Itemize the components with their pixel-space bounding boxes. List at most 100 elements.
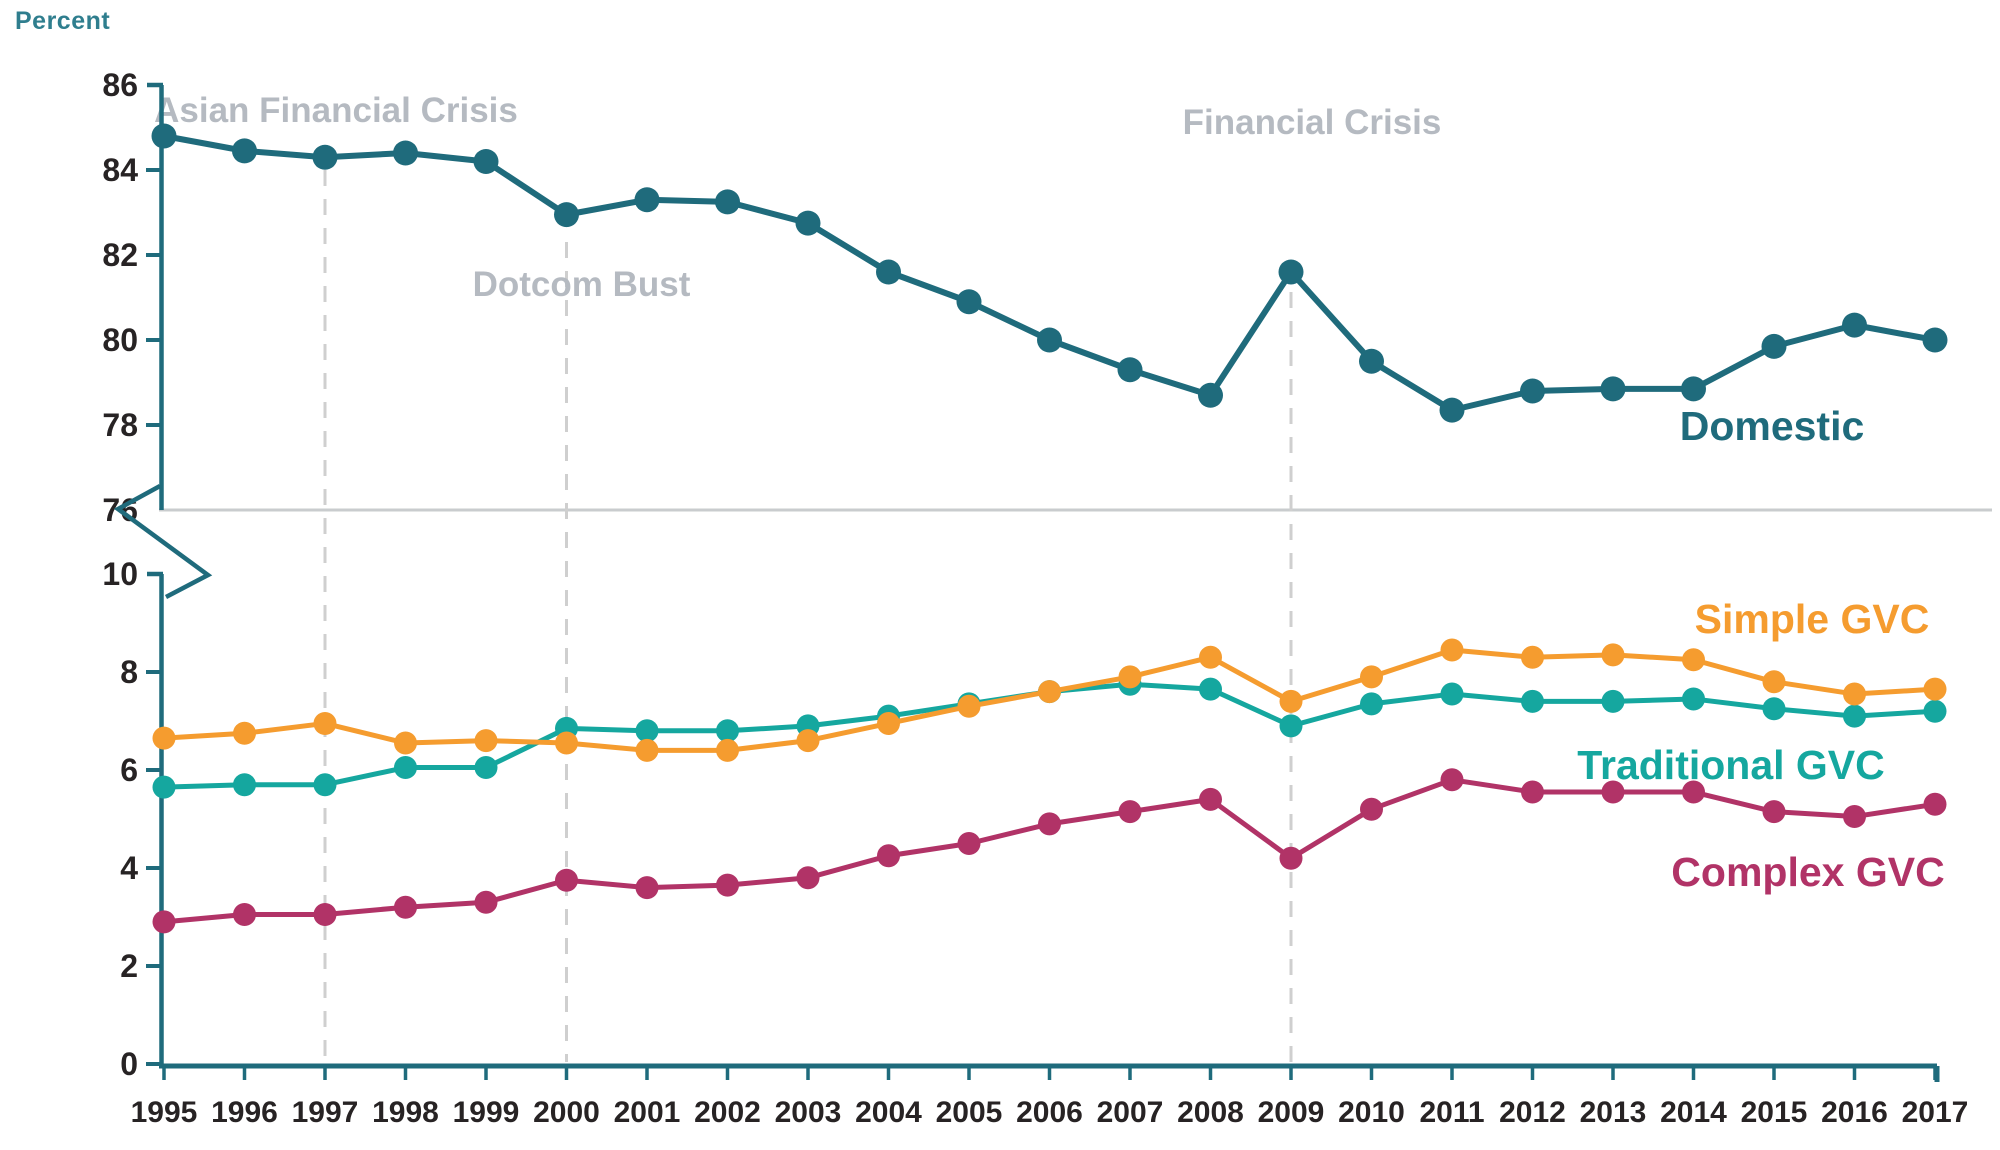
complex-gvc-point	[1762, 800, 1786, 824]
domestic-point	[393, 140, 418, 166]
domestic-line	[161, 133, 1938, 414]
traditional-gvc-point	[1440, 682, 1464, 706]
traditional-gvc-point	[1279, 714, 1303, 738]
x-tick-label: 2011	[1419, 1096, 1484, 1129]
domestic-point	[1761, 333, 1787, 359]
domestic-point	[1922, 327, 1948, 353]
complex-gvc-point	[1521, 780, 1544, 804]
complex-gvc-point	[555, 868, 578, 892]
traditional-gvc-point	[313, 773, 337, 797]
y-tick-label: 80	[102, 322, 138, 358]
domestic-point	[1681, 376, 1706, 402]
complex-gvc-point	[1601, 780, 1625, 804]
traditional-gvc-point	[474, 756, 498, 780]
annotation-asian-financial-crisis: Asian Financial Crisis	[154, 91, 518, 130]
complex-gvc-line	[161, 777, 1938, 925]
domestic-label: Domestic	[1680, 403, 1865, 449]
y-tick-label: 84	[102, 152, 138, 188]
domestic-point	[554, 202, 579, 228]
domestic-point	[956, 289, 982, 315]
simple-gvc-point	[555, 731, 578, 755]
simple-gvc-point	[1360, 665, 1383, 689]
x-tick-label: 2008	[1177, 1096, 1244, 1129]
traditional-gvc-point	[394, 756, 417, 780]
simple-gvc-point	[635, 738, 659, 762]
series-domestic	[151, 123, 1948, 423]
domestic-point	[473, 149, 499, 174]
domestic-point	[1439, 397, 1465, 423]
simple-gvc-label: Simple GVC	[1695, 596, 1930, 642]
x-tick-label: 2009	[1258, 1096, 1325, 1129]
x-tick-label: 2015	[1741, 1096, 1808, 1129]
simple-gvc-point	[1440, 638, 1464, 662]
domestic-point	[312, 144, 338, 170]
traditional-gvc-point	[1682, 687, 1705, 711]
annotation-financial-crisis: Financial Crisis	[1183, 103, 1442, 142]
y-tick-label: 86	[102, 67, 138, 103]
traditional-gvc-point	[152, 775, 176, 799]
x-tick-label: 2012	[1499, 1096, 1566, 1129]
complex-gvc-label: Complex GVC	[1671, 849, 1944, 895]
simple-gvc-point	[1038, 680, 1061, 704]
complex-gvc-point	[1682, 780, 1705, 804]
complex-gvc-point	[1118, 800, 1142, 824]
complex-gvc-point	[1199, 787, 1222, 811]
bottom-y-axis	[146, 571, 164, 1066]
x-tick-label: 2010	[1338, 1096, 1405, 1129]
y-tick-label: 8	[120, 654, 138, 690]
complex-gvc-point	[635, 876, 659, 900]
x-tick-label: 2006	[1016, 1096, 1083, 1129]
x-tick-label: 2004	[855, 1096, 922, 1129]
traditional-gvc-point	[1521, 689, 1544, 713]
simple-gvc-point	[1843, 682, 1866, 706]
domestic-point	[1600, 376, 1626, 402]
y-tick-label: 4	[120, 850, 138, 886]
simple-gvc-point	[957, 694, 981, 718]
x-tick-label: 2005	[936, 1096, 1003, 1129]
x-tick-label: 2016	[1821, 1096, 1888, 1129]
simple-gvc-point	[1762, 670, 1786, 694]
axis-break-mark	[113, 484, 213, 599]
complex-gvc-point	[394, 895, 417, 919]
annotation-dotcom-bust: Dotcom Bust	[473, 265, 691, 304]
traditional-gvc-point	[1199, 677, 1222, 701]
traditional-gvc-point	[1762, 697, 1786, 721]
complex-gvc-point	[233, 903, 256, 927]
domestic-point	[1278, 259, 1304, 285]
domestic-point	[1520, 378, 1545, 404]
domestic-point	[1117, 357, 1143, 383]
complex-gvc-point	[877, 844, 900, 868]
complex-gvc-point	[152, 910, 176, 934]
simple-gvc-point	[1601, 643, 1625, 667]
simple-gvc-point	[877, 711, 900, 735]
complex-gvc-point	[1923, 792, 1947, 816]
simple-gvc-point	[1199, 645, 1222, 669]
complex-gvc-point	[474, 890, 498, 914]
complex-gvc-point	[1843, 805, 1866, 829]
domestic-point	[1198, 382, 1223, 408]
traditional-gvc-point	[1360, 692, 1383, 716]
simple-gvc-point	[394, 731, 417, 755]
x-tick-label: 1997	[292, 1096, 359, 1129]
x-tick-label: 2000	[533, 1096, 600, 1129]
simple-gvc-point	[1279, 689, 1303, 713]
domestic-point	[634, 187, 660, 213]
complex-gvc-point	[1038, 812, 1061, 836]
domestic-point	[876, 259, 901, 285]
y-axis-unit-label: Percent	[15, 7, 111, 35]
y-tick-label: 0	[120, 1046, 138, 1082]
series-simple-gvc	[152, 638, 1947, 762]
y-tick-label: 78	[102, 407, 138, 443]
traditional-gvc-label: Traditional GVC	[1577, 742, 1885, 788]
simple-gvc-point	[716, 738, 739, 762]
domestic-point	[1359, 348, 1384, 374]
domestic-point	[795, 210, 821, 236]
complex-gvc-point	[957, 832, 981, 855]
simple-gvc-point	[152, 726, 176, 750]
traditional-gvc-point	[716, 719, 739, 743]
traditional-gvc-point	[233, 773, 256, 797]
y-tick-label: 2	[120, 948, 138, 984]
complex-gvc-point	[1360, 797, 1383, 821]
